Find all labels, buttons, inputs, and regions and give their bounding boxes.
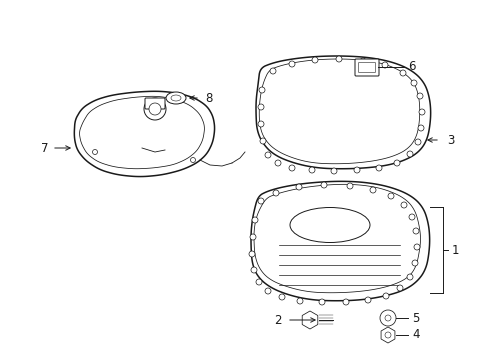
Circle shape	[92, 149, 97, 154]
Circle shape	[250, 267, 257, 273]
Circle shape	[258, 121, 264, 127]
Circle shape	[251, 217, 258, 223]
Circle shape	[387, 193, 393, 199]
Circle shape	[410, 80, 416, 86]
FancyBboxPatch shape	[358, 63, 375, 72]
Circle shape	[406, 151, 412, 157]
Circle shape	[296, 298, 303, 304]
Circle shape	[320, 182, 326, 188]
Polygon shape	[302, 311, 317, 329]
Text: 7: 7	[41, 141, 48, 154]
Polygon shape	[250, 181, 429, 301]
Circle shape	[249, 234, 256, 240]
Text: 6: 6	[407, 60, 415, 73]
Circle shape	[259, 87, 264, 93]
Circle shape	[375, 165, 381, 171]
Circle shape	[364, 297, 370, 303]
Circle shape	[393, 160, 399, 166]
Circle shape	[342, 299, 348, 305]
Circle shape	[418, 109, 424, 115]
Circle shape	[274, 160, 281, 166]
Circle shape	[399, 70, 405, 76]
Circle shape	[272, 190, 279, 196]
Ellipse shape	[165, 92, 185, 104]
Circle shape	[411, 260, 417, 266]
Circle shape	[260, 138, 265, 144]
Circle shape	[406, 274, 412, 280]
Circle shape	[417, 125, 423, 131]
Circle shape	[258, 104, 264, 110]
Polygon shape	[259, 59, 419, 164]
Circle shape	[143, 98, 165, 120]
Text: 2: 2	[274, 314, 282, 327]
Circle shape	[149, 103, 161, 115]
Circle shape	[384, 332, 390, 338]
Circle shape	[414, 139, 420, 145]
Circle shape	[288, 165, 294, 171]
Circle shape	[413, 244, 419, 250]
Circle shape	[379, 310, 395, 326]
Circle shape	[400, 202, 406, 208]
Circle shape	[346, 183, 352, 189]
Circle shape	[381, 62, 387, 68]
Ellipse shape	[171, 95, 181, 101]
Text: 5: 5	[411, 311, 419, 324]
Circle shape	[330, 168, 336, 174]
Text: 4: 4	[411, 328, 419, 342]
Text: 3: 3	[446, 134, 453, 147]
Circle shape	[308, 167, 314, 173]
Circle shape	[264, 288, 270, 294]
Circle shape	[359, 58, 365, 64]
Text: 8: 8	[204, 91, 212, 104]
Circle shape	[295, 184, 302, 190]
FancyBboxPatch shape	[145, 98, 164, 109]
Circle shape	[190, 158, 195, 162]
Circle shape	[384, 315, 390, 321]
Circle shape	[353, 167, 359, 173]
Circle shape	[382, 293, 388, 299]
Circle shape	[258, 198, 264, 204]
Circle shape	[269, 68, 275, 74]
Circle shape	[416, 93, 422, 99]
Polygon shape	[256, 56, 430, 169]
Circle shape	[318, 299, 325, 305]
Circle shape	[248, 251, 254, 257]
Circle shape	[264, 152, 270, 158]
Polygon shape	[74, 91, 214, 176]
Circle shape	[412, 228, 418, 234]
FancyBboxPatch shape	[354, 59, 378, 76]
Circle shape	[408, 214, 414, 220]
Circle shape	[279, 294, 285, 300]
Circle shape	[335, 56, 341, 62]
Circle shape	[311, 57, 317, 63]
Text: 1: 1	[451, 243, 459, 256]
Circle shape	[256, 279, 262, 285]
Polygon shape	[380, 327, 394, 343]
Circle shape	[396, 285, 402, 291]
Circle shape	[288, 61, 294, 67]
Circle shape	[369, 187, 375, 193]
